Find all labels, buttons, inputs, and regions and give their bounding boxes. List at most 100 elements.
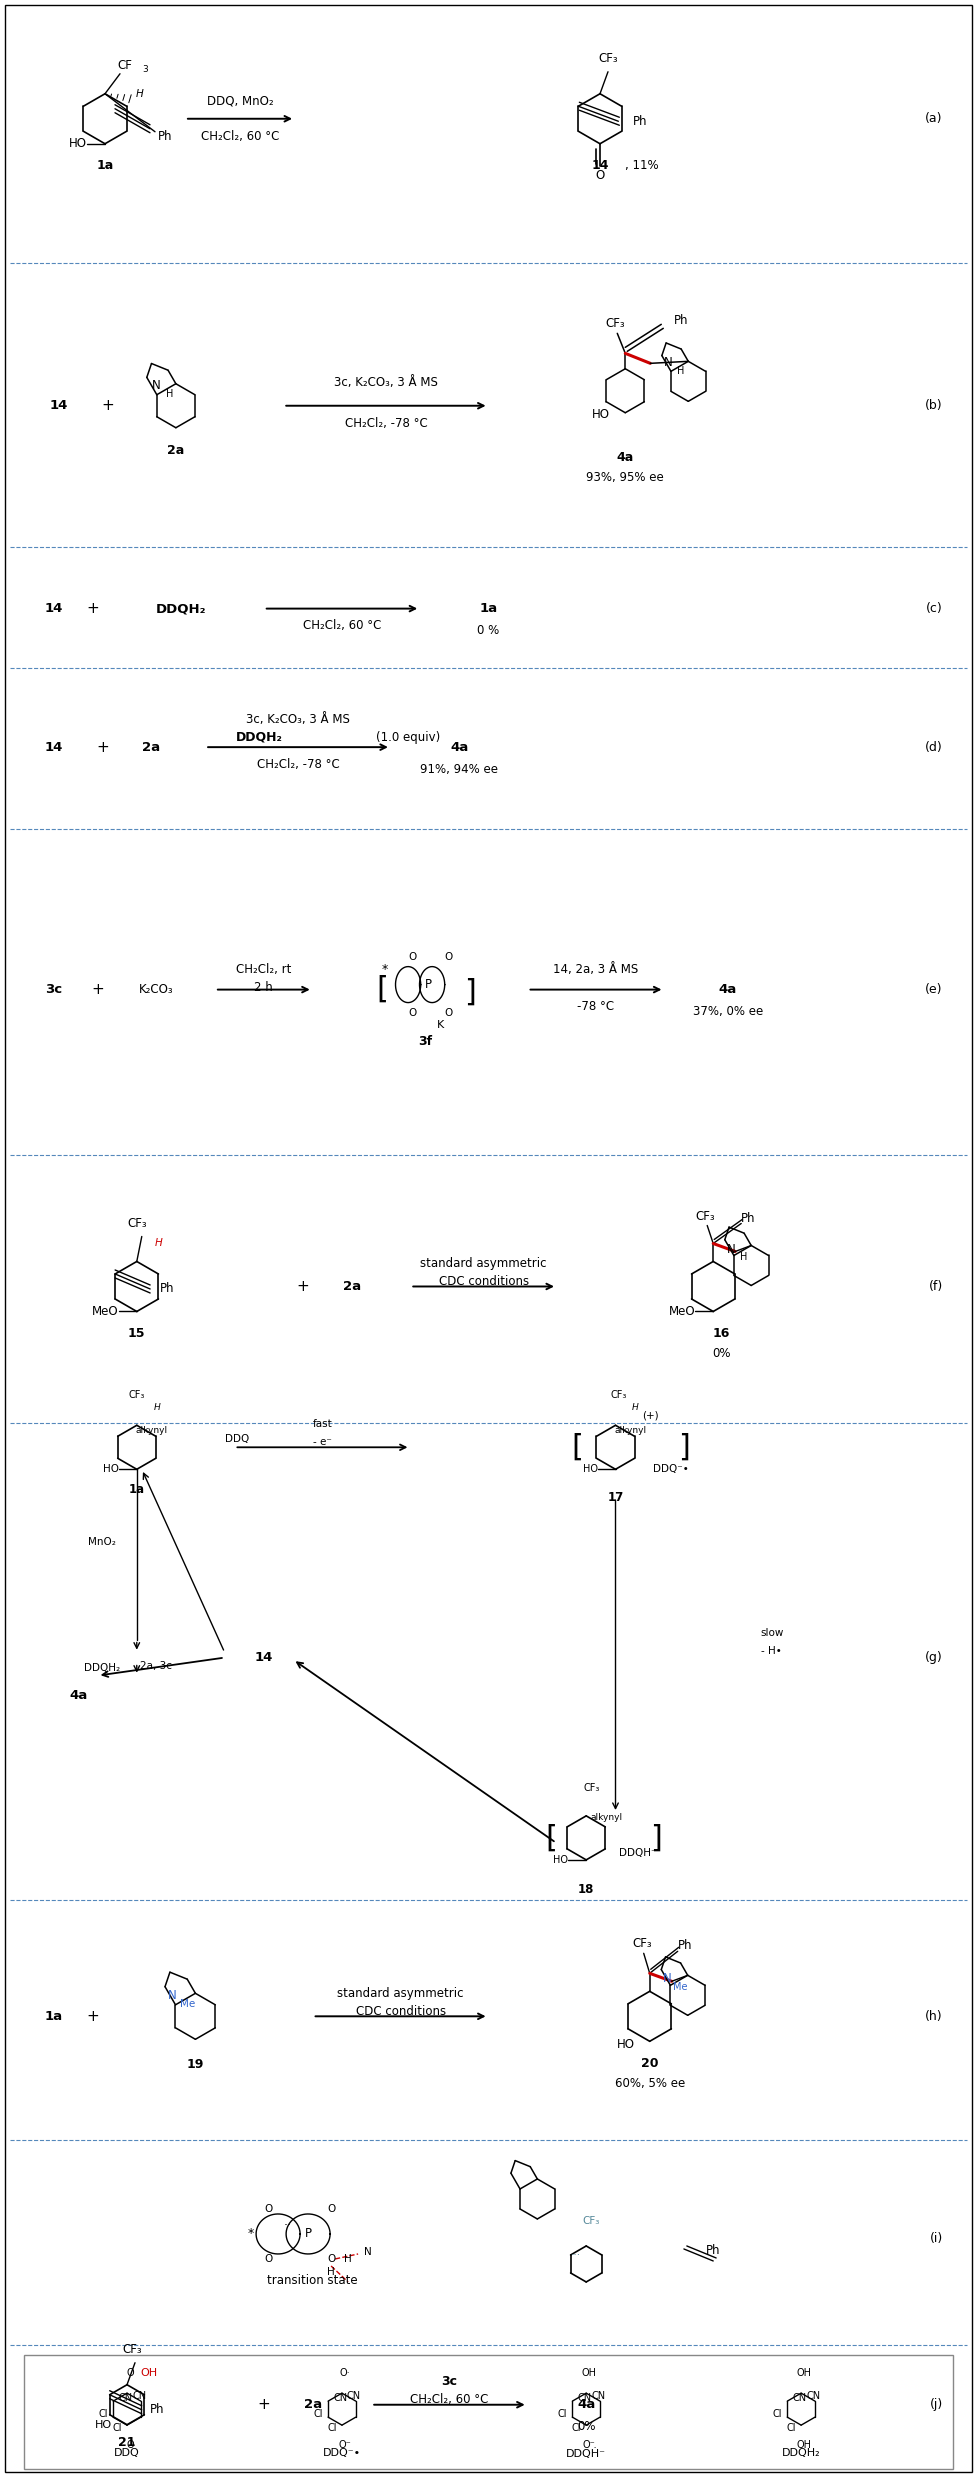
Text: 1a: 1a (480, 601, 497, 616)
Text: O⁻: O⁻ (339, 2439, 352, 2449)
Text: 2a: 2a (167, 445, 185, 458)
Text: ]: ] (678, 1432, 690, 1462)
Text: H: H (136, 89, 144, 99)
Text: Me: Me (181, 1999, 195, 2009)
Text: P: P (425, 977, 432, 992)
Text: HO: HO (69, 136, 87, 151)
Text: K₂CO₃: K₂CO₃ (139, 982, 174, 997)
Text: N: N (663, 356, 672, 369)
Bar (24, 2355, 953, 2469)
Text: N: N (727, 1242, 736, 1257)
Text: H: H (741, 1252, 747, 1262)
Text: 17: 17 (608, 1492, 623, 1504)
Text: CF₃: CF₃ (632, 1937, 652, 1950)
Text: H: H (153, 1403, 160, 1413)
Text: CN: CN (132, 2392, 147, 2402)
Text: (1.0 equiv): (1.0 equiv) (376, 730, 441, 745)
Text: CF₃: CF₃ (696, 1210, 715, 1222)
Text: HO: HO (582, 1465, 598, 1475)
Text: O: O (327, 2204, 335, 2214)
Text: 2 h: 2 h (254, 982, 274, 995)
Text: CF₃: CF₃ (598, 52, 617, 64)
Text: DDQ: DDQ (225, 1435, 249, 1445)
Text: DDQH₂: DDQH₂ (155, 601, 206, 616)
Text: CF₃: CF₃ (611, 1390, 626, 1400)
Text: CDC conditions: CDC conditions (439, 1274, 529, 1289)
Text: 16: 16 (712, 1326, 730, 1341)
Text: 14: 14 (591, 158, 609, 173)
Text: CF₃: CF₃ (606, 317, 625, 329)
Text: transition state: transition state (268, 2274, 358, 2288)
Text: (h): (h) (925, 2009, 943, 2024)
Text: 14: 14 (50, 398, 67, 413)
Text: +: + (257, 2397, 271, 2412)
Text: OH: OH (796, 2439, 812, 2449)
Text: 3c, K₂CO₃, 3 Å MS: 3c, K₂CO₃, 3 Å MS (334, 376, 438, 388)
Text: CN: CN (792, 2392, 806, 2402)
Text: O: O (595, 168, 605, 183)
Text: (d): (d) (925, 740, 943, 755)
Text: , 11%: , 11% (625, 158, 658, 173)
Text: +: + (91, 982, 105, 997)
Text: H: H (632, 1403, 639, 1413)
Text: CN: CN (118, 2392, 132, 2402)
Text: 14, 2a, 3 Å MS: 14, 2a, 3 Å MS (553, 962, 639, 977)
Text: HO: HO (592, 408, 611, 421)
Text: +: + (86, 601, 100, 616)
Text: (e): (e) (925, 982, 943, 997)
Text: 2a: 2a (343, 1279, 361, 1294)
Text: 14: 14 (45, 740, 63, 755)
Text: Ph: Ph (157, 131, 172, 143)
Text: -78 °C: -78 °C (577, 999, 615, 1012)
Text: +: + (296, 1279, 310, 1294)
Text: 1a: 1a (129, 1482, 145, 1497)
Text: OH: OH (581, 2368, 597, 2378)
Text: 4a: 4a (577, 2397, 595, 2412)
Text: alkynyl: alkynyl (615, 1425, 647, 1435)
Text: 2a: 2a (143, 740, 160, 755)
Text: 2a, 3c: 2a, 3c (141, 1660, 172, 1670)
Text: Ph: Ph (149, 2402, 164, 2417)
Text: (c): (c) (926, 601, 943, 616)
Text: CH₂Cl₂, 60 °C: CH₂Cl₂, 60 °C (410, 2392, 488, 2407)
Text: Me: Me (673, 1982, 688, 1992)
Text: DDQ⁻•: DDQ⁻• (322, 2449, 361, 2459)
Text: CH₂Cl₂, -78 °C: CH₂Cl₂, -78 °C (345, 418, 427, 430)
Text: CF₃: CF₃ (127, 1217, 147, 1230)
Text: MeO: MeO (92, 1304, 119, 1319)
Text: 4a: 4a (69, 1690, 87, 1702)
Text: *: * (248, 2227, 254, 2241)
Text: (j): (j) (929, 2397, 943, 2412)
Text: 0%: 0% (712, 1346, 731, 1361)
Text: 37%, 0% ee: 37%, 0% ee (693, 1004, 763, 1019)
Text: ···: ··· (571, 2249, 580, 2259)
Text: 15: 15 (128, 1326, 146, 1341)
Text: Cl: Cl (112, 2422, 122, 2432)
Text: 3f: 3f (418, 1034, 432, 1049)
Text: 93%, 95% ee: 93%, 95% ee (586, 470, 664, 485)
Text: H: H (344, 2254, 352, 2264)
Text: O: O (264, 2204, 273, 2214)
Text: N: N (364, 2246, 372, 2256)
Text: (f): (f) (928, 1279, 943, 1294)
Text: HO: HO (553, 1856, 569, 1865)
Text: DDQH₂: DDQH₂ (782, 2449, 821, 2459)
Text: 0 %: 0 % (478, 623, 499, 638)
Text: 4a: 4a (450, 740, 468, 755)
Text: O: O (408, 1007, 416, 1017)
Text: ··: ·· (284, 2219, 292, 2232)
Text: CF₃: CF₃ (122, 2343, 142, 2355)
Text: CN: CN (333, 2392, 347, 2402)
Text: CF₃: CF₃ (583, 1784, 599, 1794)
Text: 1a: 1a (45, 2009, 63, 2024)
Text: Cl: Cl (99, 2410, 108, 2420)
Text: *: * (382, 962, 388, 977)
Text: Ph: Ph (160, 1282, 174, 1296)
Text: O·: O· (340, 2368, 351, 2378)
Text: Cl: Cl (572, 2422, 581, 2432)
Text: Cl: Cl (786, 2422, 796, 2432)
Text: CF₃: CF₃ (129, 1390, 145, 1400)
Text: - H•: - H• (761, 1645, 783, 1655)
Text: (+): (+) (642, 1410, 658, 1420)
Text: N: N (167, 1989, 176, 2001)
